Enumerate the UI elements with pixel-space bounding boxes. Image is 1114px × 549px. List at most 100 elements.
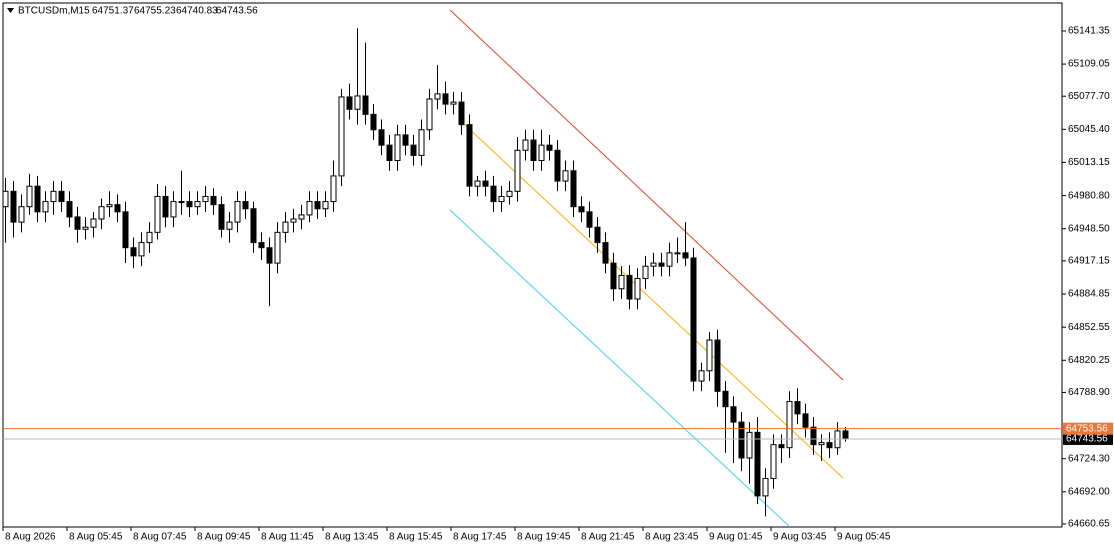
x-tick-label: 8 Aug 19:45 xyxy=(517,532,571,543)
candle-body xyxy=(418,129,425,156)
candle-body xyxy=(410,144,417,156)
candle-body xyxy=(34,185,41,213)
header-open: 64751.37 xyxy=(92,6,134,17)
candle-body xyxy=(298,214,305,220)
candle-body xyxy=(778,444,785,449)
candle-body xyxy=(162,195,169,218)
candle-body xyxy=(322,201,329,210)
candle-body xyxy=(482,180,489,187)
bid-line-label: 64743.56 xyxy=(1066,434,1108,445)
candle-body xyxy=(842,430,849,440)
candle-body xyxy=(730,406,737,423)
header-icon xyxy=(7,8,14,13)
x-tick-label: 8 Aug 2026 xyxy=(5,532,56,543)
candle-body xyxy=(746,431,753,459)
candle-body xyxy=(690,257,697,382)
candle-body xyxy=(458,101,465,126)
candle-body xyxy=(346,96,353,110)
y-tick-label: 65077.70 xyxy=(1068,91,1110,102)
candle-body xyxy=(98,206,105,220)
candle-body xyxy=(674,252,681,255)
candle-body xyxy=(354,95,361,110)
candle-body xyxy=(282,221,289,233)
candle-body xyxy=(378,129,385,146)
candle-body xyxy=(226,221,233,230)
channel-lower xyxy=(449,209,791,527)
candle-body xyxy=(738,421,745,459)
candle-body xyxy=(218,204,225,230)
candle-body xyxy=(234,201,241,223)
candle-body xyxy=(762,477,769,497)
candle-body xyxy=(754,431,761,497)
candle-body xyxy=(370,113,377,131)
candle-body xyxy=(578,206,585,213)
y-tick-label: 64917.15 xyxy=(1068,256,1110,267)
candle-body xyxy=(10,190,17,223)
candle-body xyxy=(426,98,433,131)
candle-body xyxy=(138,242,145,257)
candle-body xyxy=(274,231,281,264)
candle-body xyxy=(634,277,641,300)
candle-body xyxy=(770,444,777,479)
candle-body xyxy=(498,195,505,203)
candle-body xyxy=(194,201,201,208)
channel-middle xyxy=(464,124,844,479)
candle-body xyxy=(338,96,345,177)
candle-body xyxy=(826,442,833,449)
candle-body xyxy=(706,339,713,372)
candle-body xyxy=(586,211,593,228)
candle-body xyxy=(58,190,65,203)
candle-body xyxy=(474,180,481,187)
candle-body xyxy=(698,370,705,382)
candle-body xyxy=(434,93,441,100)
channel-lines xyxy=(449,9,844,527)
candle-body xyxy=(386,144,393,162)
candle-body xyxy=(450,101,457,105)
ask-line-tag xyxy=(1063,422,1113,435)
candle-body xyxy=(146,231,153,244)
x-tick-label: 8 Aug 11:45 xyxy=(261,532,314,543)
candle-body xyxy=(666,252,673,267)
y-tick-label: 64948.50 xyxy=(1068,223,1110,234)
candle-body xyxy=(530,139,537,162)
candle-body xyxy=(186,201,193,208)
candle-body xyxy=(594,226,601,244)
candle-body xyxy=(618,274,625,290)
candle-body xyxy=(242,201,249,210)
candle-body xyxy=(786,401,793,449)
header: BTCUSDm,M15 64751.37 64755.23 64740.83 6… xyxy=(7,6,258,17)
candle-body xyxy=(74,216,81,230)
candle-body xyxy=(330,175,337,203)
candle-body xyxy=(722,390,729,408)
y-tick-label: 65045.40 xyxy=(1068,124,1110,135)
ask-line-label: 64753.56 xyxy=(1066,423,1108,434)
candle-body xyxy=(66,201,73,218)
candle-body xyxy=(642,265,649,279)
candle-body xyxy=(306,201,313,216)
header-high: 64755.23 xyxy=(134,6,176,17)
y-tick-label: 64980.80 xyxy=(1068,190,1110,201)
candle-body xyxy=(314,201,321,210)
candle-body xyxy=(210,195,217,206)
candle-body xyxy=(114,204,121,213)
candle-body xyxy=(802,413,809,428)
candle-body xyxy=(178,201,185,204)
y-tick-label: 64852.55 xyxy=(1068,322,1110,333)
candle-body xyxy=(466,124,473,187)
x-tick-label: 9 Aug 05:45 xyxy=(837,532,891,543)
y-tick-label: 65013.15 xyxy=(1068,157,1110,168)
candle-body xyxy=(26,185,33,208)
y-tick-label: 64724.30 xyxy=(1068,453,1110,464)
candle-body xyxy=(50,190,57,203)
candle-body xyxy=(442,93,449,105)
candle-body xyxy=(122,211,129,249)
candle-body xyxy=(402,134,409,146)
candle-body xyxy=(154,195,161,233)
candle-body xyxy=(130,247,137,257)
candle-body xyxy=(682,252,689,259)
x-tick-label: 8 Aug 05:45 xyxy=(69,532,123,543)
header-symbol: BTCUSDm,M15 xyxy=(18,6,90,17)
candle-body xyxy=(42,201,49,213)
candle-body xyxy=(650,262,657,267)
